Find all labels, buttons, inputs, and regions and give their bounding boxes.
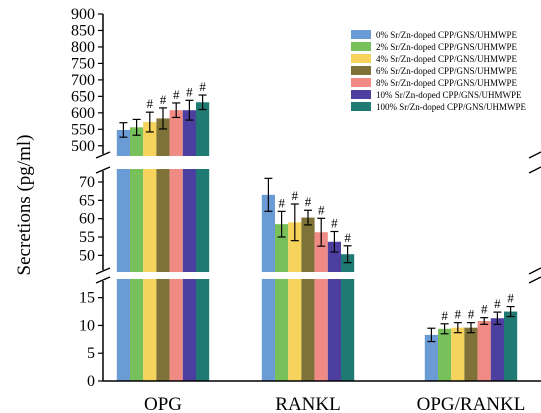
bar [451,327,465,381]
y-tick-label: 55 [79,229,95,246]
significance-mark: # [278,195,285,210]
significance-mark: # [292,188,299,203]
legend-swatch [351,66,371,75]
bar [156,118,170,382]
axis-break-mark [528,276,541,284]
bar [424,334,438,381]
bar [490,318,504,381]
legend: 0% Sr/Zn-doped CPP/GNS/UHMWPE 2% Sr/Zn-do… [351,30,527,112]
significance-mark: # [173,87,180,102]
y-tick-label: 0 [87,373,95,390]
y-tick-label: 5 [87,345,95,362]
y-tick-label: 600 [71,105,95,122]
y-tick-label: 10 [79,317,95,334]
significance-mark: # [147,96,154,111]
y-tick-label: 65 [79,192,95,209]
legend-label: 10% Sr/Zn-doped CPP/GNS/UHMWPE [376,90,522,100]
legend-label: 8% Sr/Zn-doped CPP/GNS/UHMWPE [376,78,518,88]
axis-break-gap [93,272,541,279]
bar [275,224,289,381]
legend-swatch [351,78,371,87]
significance-mark: # [344,230,351,245]
y-tick-label: 60 [79,211,95,228]
axis-break-mark [528,151,541,159]
y-tick-label: 15 [79,290,95,307]
legend-swatch [351,90,371,99]
axis-break-mark [95,276,111,284]
bar [169,110,183,381]
y-tick-label: 500 [71,138,95,155]
bar [464,327,478,381]
significance-mark: # [199,79,206,94]
axis-break-mark [95,267,111,275]
significance-mark: # [481,302,488,317]
bar [327,241,341,381]
axis-break-mark [528,267,541,275]
axis-break-gap [93,156,541,169]
bar [438,328,452,381]
category-label: OPG/RANKL [417,394,526,413]
legend-label: 2% Sr/Zn-doped CPP/GNS/UHMWPE [376,42,518,52]
y-tick-label: 850 [71,22,95,39]
significance-mark: # [455,307,462,322]
bar [130,127,144,381]
axis-break-mark [95,166,111,174]
legend-swatch [351,102,371,111]
category-label: OPG [144,394,182,413]
y-tick-label: 50 [79,247,95,264]
y-tick-label: 900 [71,6,95,23]
y-axis: 5005506006507007508008509005055606570051… [71,6,541,390]
y-tick-label: 800 [71,39,95,56]
bar [182,110,196,381]
axis-break-mark [95,151,111,159]
significance-mark: # [331,216,338,231]
y-tick-label: 550 [71,121,95,138]
legend-label: 100% Sr/Zn-doped CPP/GNS/UHMWPE [376,102,527,112]
y-tick-label: 650 [71,88,95,105]
legend-label: 6% Sr/Zn-doped CPP/GNS/UHMWPE [376,66,518,76]
bar [116,129,130,381]
legend-swatch [351,42,371,51]
legend-swatch [351,54,371,63]
y-tick-label: 750 [71,55,95,72]
significance-mark: # [468,307,475,322]
plot-area: # # # # # OPG # # # # # # RANKL # # # # # # OPG/RANKL [93,79,541,413]
significance-mark: # [507,291,514,306]
bar [196,102,210,382]
bar [288,222,302,381]
y-tick-label: 70 [79,174,95,191]
category-label: RANKL [275,394,340,413]
y-tick-label: 700 [71,72,95,89]
y-axis-title: Secretions (pg/ml) [14,135,35,276]
bar [341,254,355,381]
bar [301,217,315,381]
legend-label: 4% Sr/Zn-doped CPP/GNS/UHMWPE [376,54,518,64]
significance-mark: # [160,92,167,107]
axis-break-mark [528,166,541,174]
bar [314,232,328,381]
significance-mark: # [305,194,312,209]
significance-mark: # [441,308,448,323]
significance-mark: # [318,202,325,217]
bar [504,311,518,381]
bar [261,194,275,381]
bar [477,321,491,381]
legend-label: 0% Sr/Zn-doped CPP/GNS/UHMWPE [376,30,518,40]
significance-mark: # [494,296,501,311]
significance-mark: # [186,84,193,99]
bar [143,122,157,381]
legend-swatch [351,30,371,39]
